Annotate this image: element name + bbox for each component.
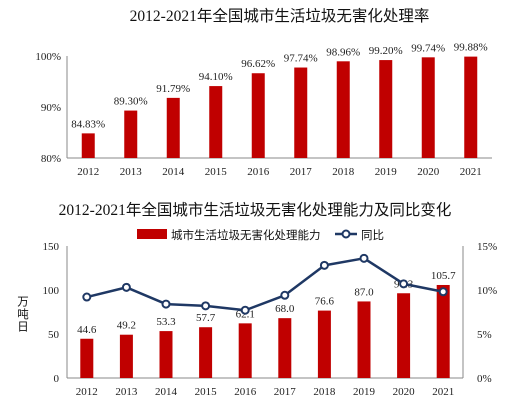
chart2-yoy-point [359, 253, 369, 263]
chart2-yoy-point [121, 282, 131, 292]
chart1-y-tick-label: 80% [41, 153, 61, 165]
chart2-x-tick-label: 2016 [234, 386, 257, 398]
chart1-x-tick-label: 2020 [417, 166, 440, 178]
chart2-x-tick-label: 2018 [313, 386, 336, 398]
chart1-bar [124, 110, 138, 158]
chart2-legend-bar-label: 城市生活垃圾无害化处理能力 [171, 228, 321, 242]
chart2-y-right-tick-label: 0% [477, 373, 492, 385]
chart2-bar [317, 310, 331, 378]
chart2-yoy-point [438, 287, 448, 297]
chart1-bar [464, 56, 478, 158]
chart2-legend-line-marker [341, 229, 351, 239]
chart1-title: 2012-2021年全国城市生活垃圾无害化处理率 [130, 7, 430, 25]
chart2-data-label: 76.6 [315, 296, 335, 308]
chart2-title: 2012-2021年全国城市生活垃圾无害化处理能力及同比变化 [59, 201, 452, 219]
chart1-x-tick-label: 2018 [332, 166, 355, 178]
chart1-x-tick-label: 2014 [162, 166, 185, 178]
chart2-yoy-point [240, 305, 250, 315]
chart2-x-tick-label: 2017 [274, 386, 297, 398]
chart2-y-right-tick-label: 15% [477, 241, 497, 253]
chart2-data-label: 44.6 [77, 324, 97, 336]
chart1-bar [379, 60, 393, 158]
chart2-legend-line-label: 同比 [361, 229, 384, 242]
chart2-data-label: 49.2 [117, 320, 136, 332]
chart1-x-tick-label: 2012 [77, 166, 99, 178]
chart2-yoy-point [399, 279, 409, 289]
chart2-yoy-point [201, 301, 211, 311]
chart2-y-left-tick-label: 0 [54, 373, 60, 385]
chart2-data-label: 53.3 [156, 316, 176, 328]
chart2-data-label: 87.0 [354, 286, 374, 298]
chart2-bar [159, 331, 173, 378]
chart2-data-label: 57.7 [196, 312, 216, 324]
chart1-data-label: 91.79% [156, 83, 190, 95]
chart2-y-left-tick-label: 150 [43, 241, 60, 253]
chart2-legend-bar-swatch [137, 229, 167, 239]
chart2-bar [357, 301, 371, 378]
chart1-data-label: 89.30% [114, 96, 148, 108]
chart1-x-tick-label: 2015 [205, 166, 228, 178]
chart2-bar [199, 327, 213, 378]
chart2-bar [397, 293, 411, 378]
chart2-y-right-tick-label: 10% [477, 285, 497, 297]
chart1-data-label: 96.62% [241, 58, 275, 70]
chart2-yoy-point [82, 292, 92, 302]
chart2-y-axis-title: 万吨日 [16, 295, 29, 333]
chart1-x-tick-label: 2021 [460, 166, 482, 178]
chart1-x-tick-label: 2019 [375, 166, 398, 178]
chart2-data-label: 105.7 [431, 270, 456, 282]
chart1-bar [251, 73, 265, 158]
chart2-bar [238, 323, 252, 378]
chart1-bar [166, 97, 180, 158]
chart1-bar [81, 133, 95, 158]
chart2-x-tick-label: 2012 [76, 386, 98, 398]
chart2-x-tick-label: 2014 [155, 386, 178, 398]
chart1-data-label: 84.83% [71, 118, 105, 130]
chart2-y-right-tick-label: 5% [477, 329, 492, 341]
chart2-data-label: 68.0 [275, 303, 295, 315]
chart2-bar [278, 318, 292, 378]
chart2-x-tick-label: 2015 [195, 386, 218, 398]
chart2-yoy-point [280, 290, 290, 300]
chart2-x-tick-label: 2013 [115, 386, 138, 398]
chart1-x-tick-label: 2017 [290, 166, 313, 178]
chart1-y-tick-label: 90% [41, 102, 61, 114]
chart2-x-tick-label: 2019 [353, 386, 376, 398]
chart1-bar [336, 61, 350, 158]
chart1-data-label: 97.74% [284, 53, 318, 65]
chart1-data-label: 99.88% [454, 42, 488, 54]
chart1-bar [421, 57, 435, 158]
chart2-yoy-point [161, 299, 171, 309]
chart2-bar [80, 338, 94, 378]
chart1-x-tick-label: 2013 [120, 166, 143, 178]
chart2-y-left-tick-label: 50 [48, 329, 60, 341]
chart2-bar [436, 284, 450, 378]
chart2-yoy-line [86, 257, 444, 312]
chart1-x-tick-label: 2016 [247, 166, 270, 178]
chart1-data-label: 99.74% [411, 42, 445, 54]
chart1-bar [209, 86, 223, 158]
chart2-x-tick-label: 2021 [432, 386, 454, 398]
chart2-x-tick-label: 2020 [393, 386, 416, 398]
chart2-y-left-tick-label: 100 [43, 285, 60, 297]
chart1-data-label: 98.96% [326, 46, 360, 58]
chart1-data-label: 99.20% [369, 45, 403, 57]
chart2-bar [119, 334, 133, 378]
chart1-y-tick-label: 100% [35, 51, 61, 63]
chart1-data-label: 94.10% [199, 71, 233, 83]
chart1-bar [294, 67, 308, 158]
chart2-yoy-point [319, 260, 329, 270]
